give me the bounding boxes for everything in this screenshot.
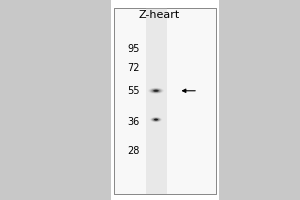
Text: 55: 55 bbox=[127, 86, 140, 96]
Ellipse shape bbox=[155, 119, 157, 120]
Ellipse shape bbox=[154, 119, 158, 120]
Ellipse shape bbox=[155, 119, 157, 120]
Bar bbox=[146, 8, 167, 194]
Ellipse shape bbox=[153, 118, 159, 121]
Text: 95: 95 bbox=[127, 44, 140, 54]
Ellipse shape bbox=[154, 119, 158, 120]
Ellipse shape bbox=[156, 119, 157, 120]
Ellipse shape bbox=[154, 119, 158, 120]
Text: 28: 28 bbox=[127, 146, 140, 156]
Ellipse shape bbox=[155, 119, 157, 120]
Bar bbox=[114, 8, 216, 194]
Bar bbox=[219, 0, 300, 200]
Ellipse shape bbox=[155, 90, 157, 91]
Ellipse shape bbox=[154, 119, 158, 121]
Ellipse shape bbox=[154, 90, 158, 92]
Text: 72: 72 bbox=[127, 63, 140, 73]
Ellipse shape bbox=[155, 90, 157, 91]
Ellipse shape bbox=[153, 118, 159, 121]
Ellipse shape bbox=[154, 90, 158, 91]
Ellipse shape bbox=[153, 90, 159, 92]
Bar bbox=[0, 0, 111, 200]
Ellipse shape bbox=[154, 90, 158, 91]
Ellipse shape bbox=[153, 118, 159, 121]
Ellipse shape bbox=[154, 118, 158, 121]
Ellipse shape bbox=[153, 90, 159, 92]
Ellipse shape bbox=[153, 89, 159, 92]
Text: Z-heart: Z-heart bbox=[138, 10, 180, 20]
Bar bbox=[114, 8, 216, 194]
Ellipse shape bbox=[154, 119, 158, 120]
Ellipse shape bbox=[152, 89, 160, 92]
Ellipse shape bbox=[155, 119, 157, 120]
Text: 36: 36 bbox=[127, 117, 140, 127]
Ellipse shape bbox=[154, 90, 158, 92]
Ellipse shape bbox=[153, 90, 159, 92]
